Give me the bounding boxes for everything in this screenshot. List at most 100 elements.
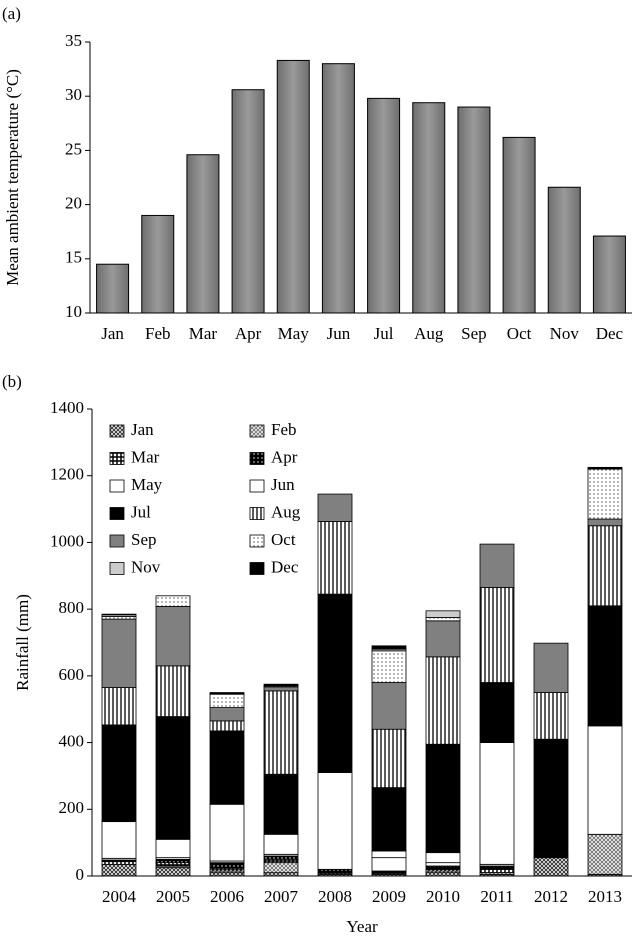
bar-segment xyxy=(155,858,191,864)
x-tick-label: 2008 xyxy=(318,887,352,906)
legend-label: Aug xyxy=(271,502,301,521)
legend-label: Mar xyxy=(131,447,160,466)
legend-label: Jan xyxy=(131,420,154,439)
legend-swatch xyxy=(249,424,265,438)
bar-segment xyxy=(317,593,353,773)
bar-segment xyxy=(155,606,191,667)
x-tick-label: Aug xyxy=(414,324,444,343)
bar-segment xyxy=(425,865,461,870)
bar xyxy=(412,102,446,314)
x-axis-label: Year xyxy=(346,917,378,936)
legend-label: Jun xyxy=(271,475,295,494)
bar xyxy=(321,63,355,314)
bar-segment xyxy=(533,738,569,855)
x-tick-label: 2007 xyxy=(264,887,299,906)
bar-segment xyxy=(263,858,299,864)
legend-label: Apr xyxy=(271,447,298,466)
bar-segment xyxy=(101,861,137,865)
bar-segment xyxy=(155,595,191,607)
x-tick-label: 2012 xyxy=(534,887,568,906)
x-tick-label: Jun xyxy=(327,324,351,343)
bar-segment xyxy=(533,642,569,693)
bar-segment xyxy=(263,686,299,692)
bar-segment xyxy=(101,724,137,823)
bar xyxy=(502,136,536,314)
bar xyxy=(457,106,491,314)
bar-segment xyxy=(209,707,245,722)
bar-segment xyxy=(371,728,407,789)
legend-label: Nov xyxy=(131,557,161,576)
y-tick-label: 15 xyxy=(65,248,82,267)
bar-segment xyxy=(317,868,353,874)
legend-label: Sep xyxy=(131,530,157,549)
bar-segment xyxy=(317,772,353,870)
bar xyxy=(141,214,175,314)
bar-segment xyxy=(317,493,353,522)
bar-segment xyxy=(371,850,407,859)
bar-segment xyxy=(263,855,299,860)
bar-segment xyxy=(587,466,623,470)
bar xyxy=(186,154,220,314)
legend-swatch xyxy=(109,562,125,575)
x-tick-label: 2011 xyxy=(480,887,513,906)
bar-segment xyxy=(101,863,137,877)
y-tick-label: 1400 xyxy=(50,398,84,417)
legend-label: May xyxy=(131,475,163,494)
y-tick-label: 1200 xyxy=(50,465,84,484)
x-tick-label: Mar xyxy=(189,324,218,343)
x-tick-label: Jan xyxy=(101,324,124,343)
bar xyxy=(276,59,310,314)
x-tick-label: May xyxy=(278,324,310,343)
bar-segment xyxy=(479,543,515,588)
bar-segment xyxy=(263,872,299,877)
bar xyxy=(592,235,626,314)
x-tick-label: 2009 xyxy=(372,887,406,906)
bar-segment xyxy=(209,803,245,862)
panel-label: (a) xyxy=(2,4,21,23)
bar-segment xyxy=(587,605,623,727)
bar-segment xyxy=(587,525,623,607)
legend-swatch xyxy=(109,424,125,438)
bar-segment xyxy=(209,692,245,695)
x-tick-label: 2005 xyxy=(156,887,190,906)
bar-segment xyxy=(155,716,191,840)
bar-segment xyxy=(371,650,407,683)
legend-swatch xyxy=(249,562,265,575)
legend-swatch xyxy=(109,534,125,548)
y-tick-label: 30 xyxy=(65,85,82,104)
bar-segment xyxy=(155,862,191,867)
bar-segment xyxy=(263,862,299,874)
y-tick-label: 1000 xyxy=(50,531,84,550)
x-tick-label: 2013 xyxy=(588,887,622,906)
bar-segment xyxy=(155,665,191,717)
bar-segment xyxy=(371,645,407,650)
bar-segment xyxy=(209,872,245,877)
bar-segment xyxy=(587,725,623,835)
legend-swatch xyxy=(249,479,265,493)
bar xyxy=(547,186,581,314)
bar-segment xyxy=(479,587,515,683)
bar-segment xyxy=(209,720,245,732)
legend-label: Dec xyxy=(271,557,299,576)
bar-segment xyxy=(155,867,191,877)
x-tick-label: Sep xyxy=(461,324,487,343)
legend-swatch xyxy=(249,534,265,548)
bar-segment xyxy=(209,730,245,805)
bar xyxy=(96,263,130,314)
y-tick-label: 35 xyxy=(65,31,82,50)
x-tick-label: 2004 xyxy=(102,887,137,906)
x-tick-label: 2010 xyxy=(426,887,460,906)
x-tick-label: Apr xyxy=(235,324,262,343)
y-axis-label: Rainfall (mm) xyxy=(13,594,32,691)
legend-swatch xyxy=(249,507,265,520)
bar-segment xyxy=(101,616,137,620)
y-tick-label: 0 xyxy=(76,865,85,884)
bar-segment xyxy=(587,518,623,527)
bar-segment xyxy=(263,773,299,835)
x-tick-label: 2006 xyxy=(210,887,244,906)
bar-segment xyxy=(425,617,461,622)
legend-label: Feb xyxy=(271,420,297,439)
legend-label: Oct xyxy=(271,530,296,549)
bar-segment xyxy=(209,693,245,708)
bar-segment xyxy=(371,857,407,872)
